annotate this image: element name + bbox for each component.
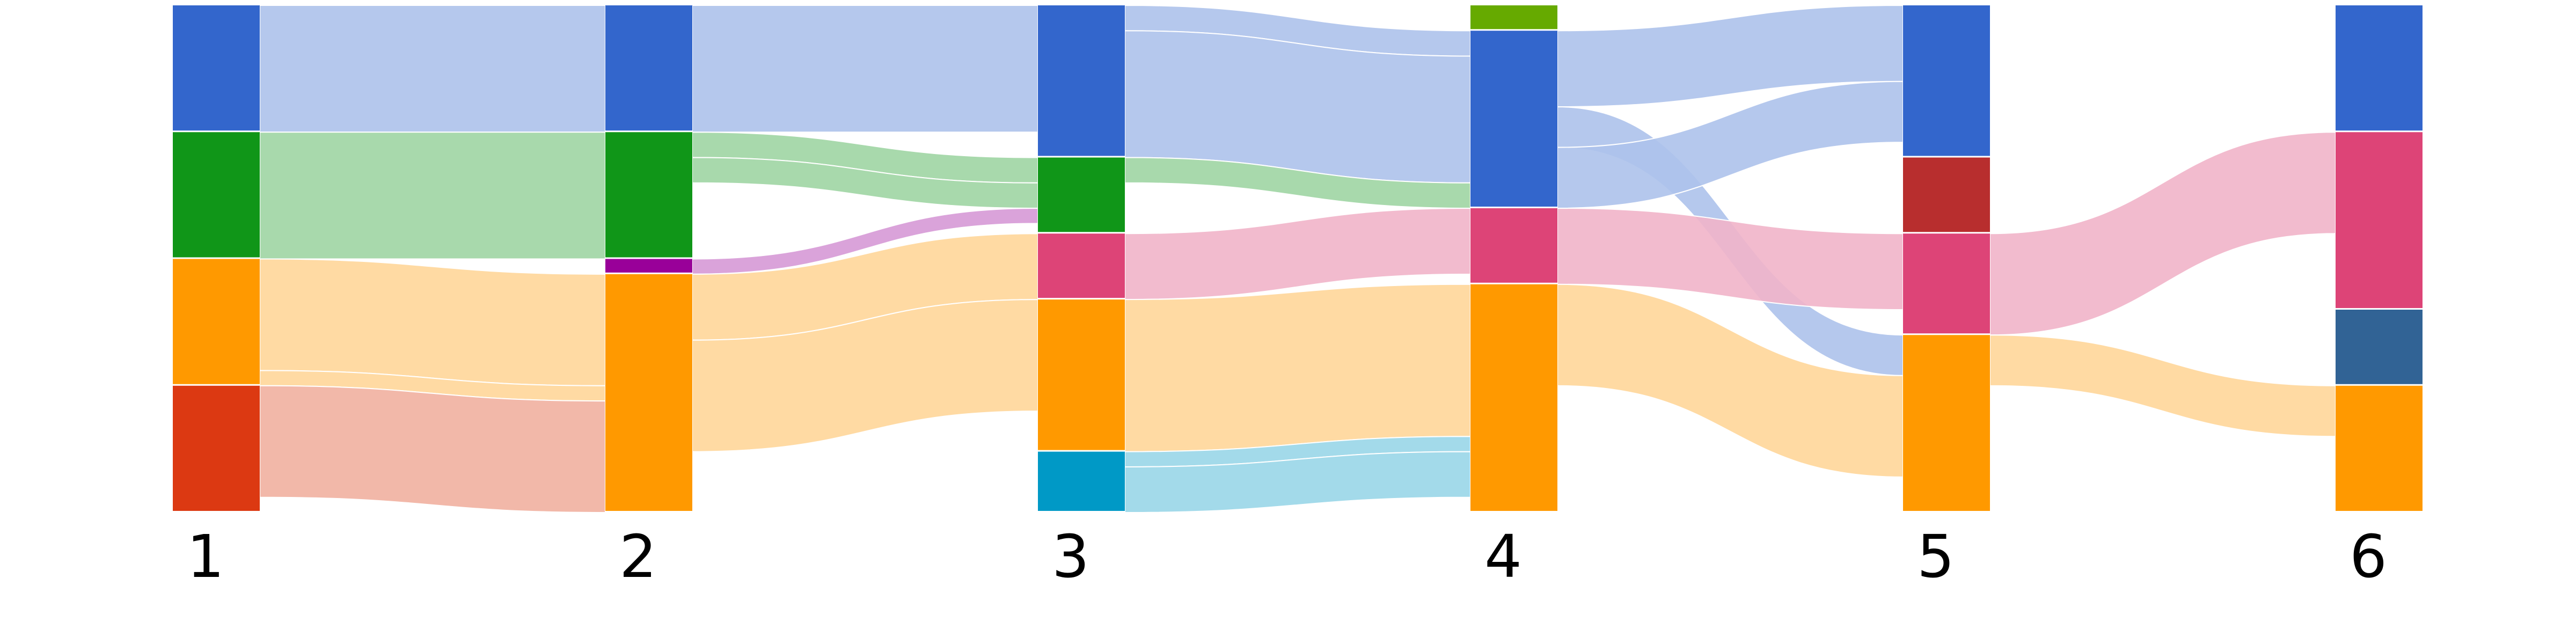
node-bar xyxy=(1038,299,1125,450)
node-bar xyxy=(1038,451,1125,511)
node-bar xyxy=(1470,31,1557,207)
node-bar xyxy=(605,132,692,258)
node-bar xyxy=(1470,5,1557,30)
node-bar xyxy=(2336,385,2423,511)
flow-band xyxy=(1989,334,2336,437)
flow-band xyxy=(259,131,606,260)
stage-label: 5 xyxy=(1917,522,1955,591)
node-bar xyxy=(173,132,260,258)
node-bar xyxy=(1038,5,1125,156)
flow-band xyxy=(1124,283,1471,452)
node-bar xyxy=(1903,5,1990,156)
node-bar xyxy=(2336,132,2423,308)
node-bar xyxy=(1903,335,1990,511)
flow-band xyxy=(259,258,606,386)
stage-labels: 1 2 3 4 5 6 xyxy=(187,522,2387,591)
flow-band xyxy=(1557,283,1904,478)
stage-label: 4 xyxy=(1484,522,1522,591)
node-bar xyxy=(605,5,692,131)
node-bar xyxy=(1470,284,1557,511)
node-bar xyxy=(2336,310,2423,384)
node-bar xyxy=(1903,233,1990,334)
node-bar xyxy=(173,5,260,131)
nodes-layer xyxy=(173,5,2423,511)
flow-band xyxy=(1989,131,2336,336)
node-bar xyxy=(1038,233,1125,298)
node-bar xyxy=(1038,157,1125,232)
node-bar xyxy=(605,259,692,273)
flow-band xyxy=(259,4,606,133)
stage-label: 1 xyxy=(187,522,224,591)
stage-label: 3 xyxy=(1052,522,1089,591)
stage-label: 2 xyxy=(619,522,657,591)
stage-label: 6 xyxy=(2350,522,2387,591)
node-bar xyxy=(173,259,260,384)
flow-band xyxy=(259,385,606,514)
node-bar xyxy=(605,274,692,511)
node-bar xyxy=(173,385,260,511)
flow-band xyxy=(692,4,1038,133)
node-bar xyxy=(1470,208,1557,283)
node-bar xyxy=(2336,5,2423,131)
node-bar xyxy=(1903,157,1990,232)
flows-layer xyxy=(259,4,2336,514)
